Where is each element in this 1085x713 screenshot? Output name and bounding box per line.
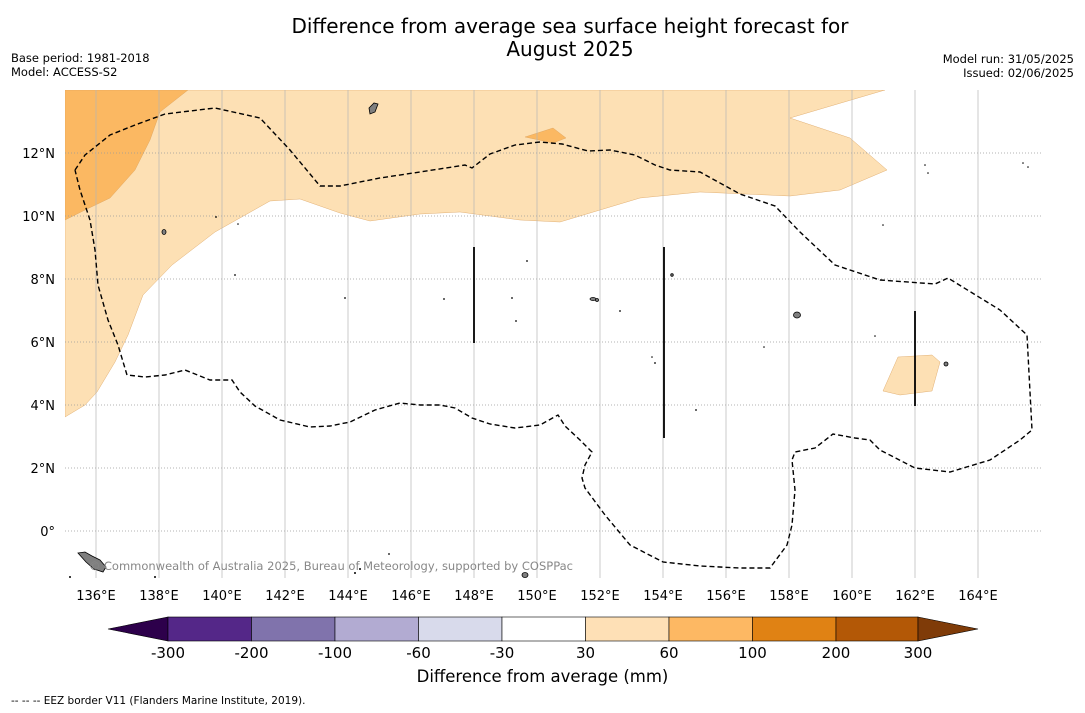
colorbar-segment xyxy=(585,616,670,642)
anomaly-region-light-east xyxy=(882,354,941,396)
model-run: Model run: 31/05/2025 xyxy=(942,52,1074,66)
colorbar-segment xyxy=(501,616,586,642)
lat-label: 12°N xyxy=(22,147,55,162)
colorbar-tick-label: -100 xyxy=(318,644,352,662)
lon-label: 148°E xyxy=(454,589,494,604)
lon-label: 146°E xyxy=(391,589,431,604)
boundary-segments xyxy=(473,247,916,438)
atolls xyxy=(69,162,1029,578)
colorbar-title: Difference from average (mm) xyxy=(416,667,669,686)
lat-label: 4°N xyxy=(31,399,56,414)
title-line-2: August 2025 xyxy=(506,37,634,61)
colorbar-segment xyxy=(418,616,503,642)
title-line-1: Difference from average sea surface heig… xyxy=(291,14,849,38)
colorbar-segment xyxy=(752,616,837,642)
colorbar-segment xyxy=(668,616,753,642)
anomaly-region-light xyxy=(65,90,888,418)
colorbar-tick-label: 200 xyxy=(822,644,851,662)
colorbar-tick-label: -300 xyxy=(151,644,185,662)
map-gridlines xyxy=(65,152,1042,532)
map-title: Difference from average sea surface heig… xyxy=(200,15,940,61)
colorbar-tick-label: 100 xyxy=(738,644,767,662)
copyright-watermark: © Commonwealth of Australia 2025, Bureau… xyxy=(89,559,573,573)
colorbar-tick-label: 300 xyxy=(904,644,933,662)
lon-label: 162°E xyxy=(895,589,935,604)
model-info: Base period: 1981-2018 Model: ACCESS-S2 xyxy=(11,51,150,79)
anomaly-region-orange-small xyxy=(524,127,567,144)
eez-border xyxy=(74,107,1033,569)
eez-footnote: -- -- -- EEZ border V11 (Flanders Marine… xyxy=(11,695,306,707)
islands xyxy=(77,102,949,578)
longitude-labels: 136°E 138°E 140°E 142°E 144°E 146°E 148°… xyxy=(76,589,998,604)
lon-label: 136°E xyxy=(76,589,116,604)
base-period: Base period: 1981-2018 xyxy=(11,51,150,65)
colorbar-extension-high xyxy=(917,616,979,642)
colorbar-segment xyxy=(334,616,419,642)
lon-label: 164°E xyxy=(958,589,998,604)
colorbar-tick-label: -30 xyxy=(490,644,515,662)
colorbar-extension-low xyxy=(107,616,169,642)
lon-label: 150°E xyxy=(517,589,557,604)
lon-label: 142°E xyxy=(265,589,305,604)
lon-label: 138°E xyxy=(139,589,179,604)
colorbar-segment xyxy=(167,616,252,642)
colorbar-segment xyxy=(835,616,919,642)
lat-label: 10°N xyxy=(22,210,55,225)
lat-label: 2°N xyxy=(31,462,56,477)
lon-label: 154°E xyxy=(643,589,683,604)
lon-label: 158°E xyxy=(769,589,809,604)
lon-label: 160°E xyxy=(832,589,872,604)
colorbar-tick-label: 60 xyxy=(659,644,678,662)
colorbar-tick-label: -200 xyxy=(234,644,268,662)
colorbar-ticks: -300 -200 -100 -60 -30 30 60 100 200 300 xyxy=(151,644,932,662)
colorbar-segment xyxy=(251,616,336,642)
colorbar xyxy=(107,616,979,642)
colorbar-tick-label: 30 xyxy=(576,644,595,662)
lon-label: 152°E xyxy=(580,589,620,604)
model-name: Model: ACCESS-S2 xyxy=(11,65,118,79)
map-area xyxy=(65,90,941,418)
latitude-labels: 12°N 10°N 8°N 6°N 4°N 2°N 0° xyxy=(22,147,55,540)
issued-date: Issued: 02/06/2025 xyxy=(963,66,1074,80)
lon-label: 140°E xyxy=(202,589,242,604)
colorbar-tick-label: -60 xyxy=(406,644,431,662)
lat-label: 8°N xyxy=(31,273,56,288)
lon-label: 156°E xyxy=(706,589,746,604)
run-info: Model run: 31/05/2025 Issued: 02/06/2025 xyxy=(943,52,1074,80)
lat-label: 6°N xyxy=(31,336,56,351)
lat-label: 0° xyxy=(40,525,55,540)
lon-label: 144°E xyxy=(328,589,368,604)
